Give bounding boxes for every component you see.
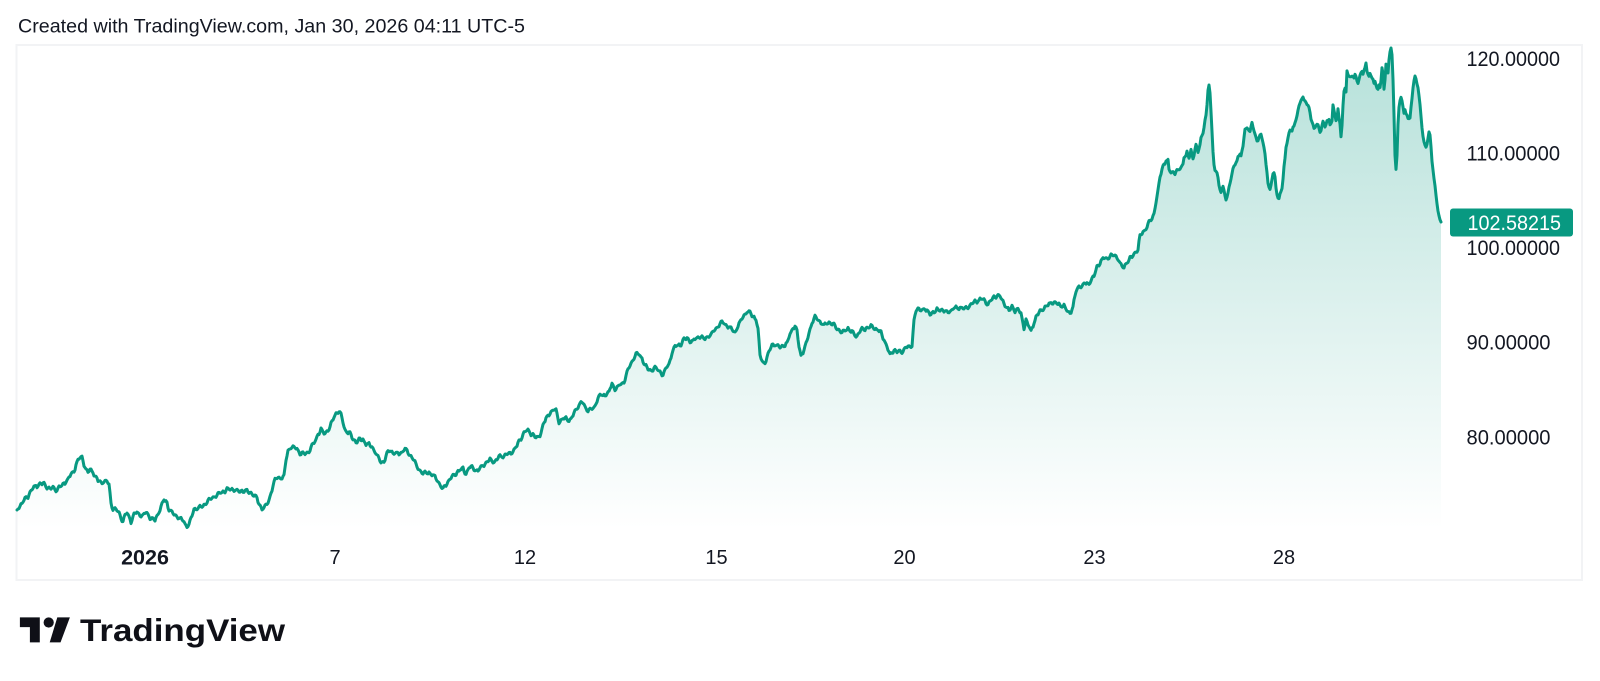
svg-text:12: 12 [514,547,536,569]
svg-text:120.00000: 120.00000 [1467,48,1561,71]
svg-text:20: 20 [893,547,915,569]
svg-text:80.00000: 80.00000 [1467,427,1551,450]
svg-text:TradingView: TradingView [80,612,286,648]
svg-text:110.00000: 110.00000 [1467,143,1561,166]
svg-text:7: 7 [329,547,340,569]
svg-text:Created with TradingView.com,: Created with TradingView.com, Jan 30, 20… [18,16,525,37]
svg-text:90.00000: 90.00000 [1467,332,1551,355]
svg-text:2026: 2026 [121,546,169,570]
svg-text:23: 23 [1083,547,1105,569]
svg-text:28: 28 [1273,547,1295,569]
svg-text:100.00000: 100.00000 [1467,237,1561,260]
svg-text:102.58215: 102.58215 [1468,212,1562,235]
svg-text:15: 15 [705,547,727,569]
